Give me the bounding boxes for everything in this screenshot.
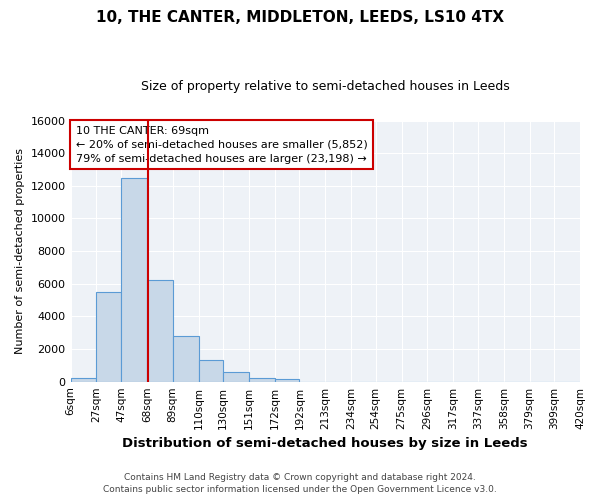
Bar (249, 378, 275, 382)
X-axis label: Distribution of semi-detached houses by size in Leeds: Distribution of semi-detached houses by … (122, 437, 528, 450)
Bar (275, 379, 299, 382)
Bar (121, 178, 147, 382)
Text: Contains public sector information licensed under the Open Government Licence v3: Contains public sector information licen… (103, 485, 497, 494)
Bar (199, 360, 223, 382)
Text: 10, THE CANTER, MIDDLETON, LEEDS, LS10 4TX: 10, THE CANTER, MIDDLETON, LEEDS, LS10 4… (96, 10, 504, 25)
Bar (97, 292, 121, 382)
Title: Size of property relative to semi-detached houses in Leeds: Size of property relative to semi-detach… (141, 80, 509, 93)
Text: 10 THE CANTER: 69sqm
← 20% of semi-detached houses are smaller (5,852)
79% of se: 10 THE CANTER: 69sqm ← 20% of semi-detac… (76, 126, 367, 164)
Bar (223, 372, 249, 382)
Bar (147, 280, 173, 382)
Text: Contains HM Land Registry data © Crown copyright and database right 2024.: Contains HM Land Registry data © Crown c… (124, 474, 476, 482)
Bar (71, 378, 97, 382)
Bar (173, 336, 199, 382)
Y-axis label: Number of semi-detached properties: Number of semi-detached properties (15, 148, 25, 354)
